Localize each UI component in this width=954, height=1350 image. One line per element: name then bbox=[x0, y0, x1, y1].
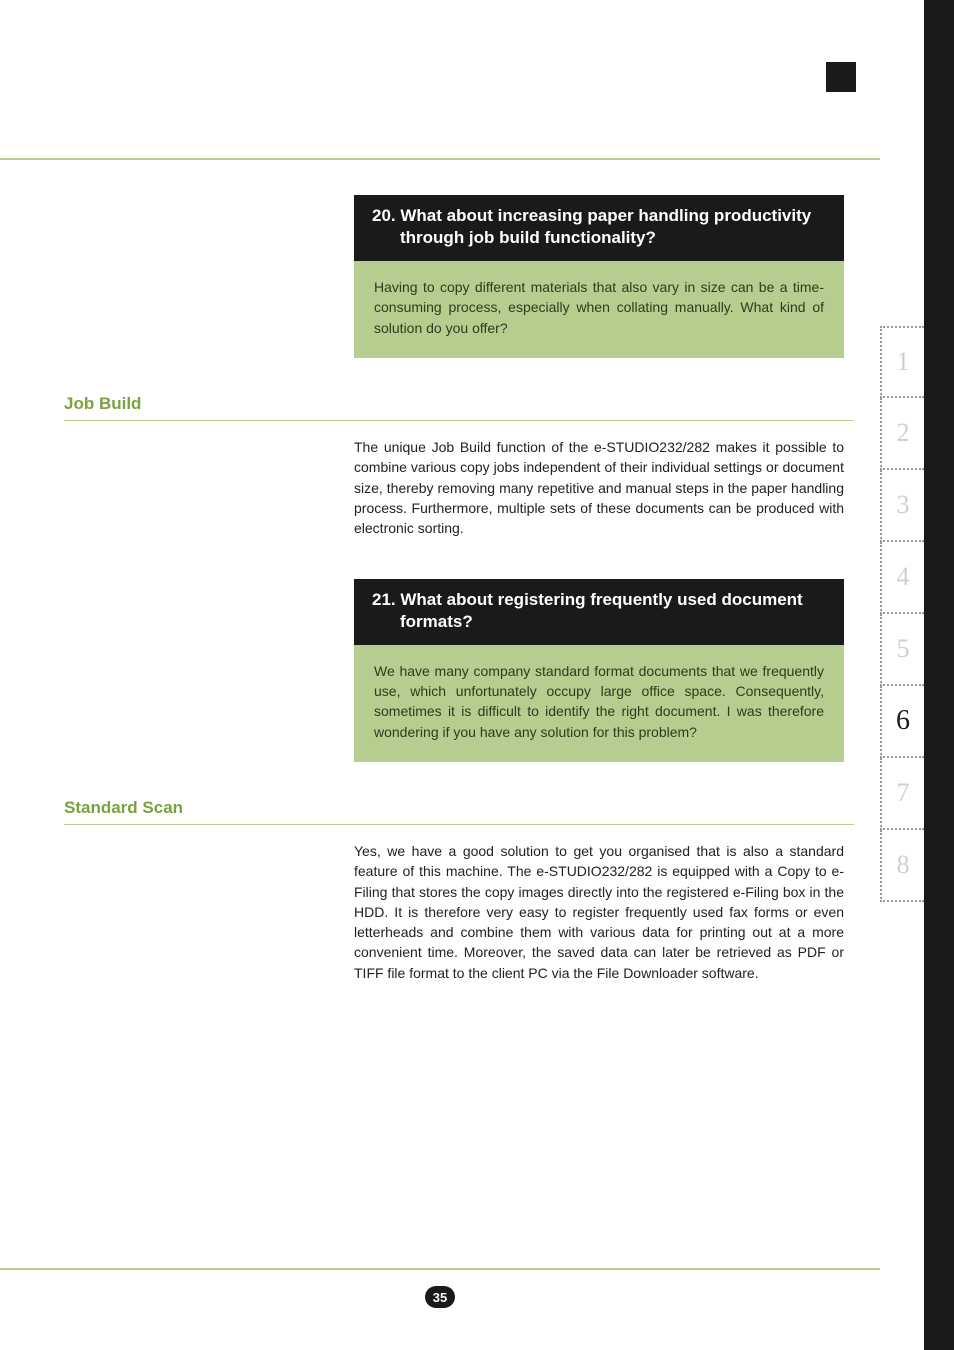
page-number-badge: 35 bbox=[425, 1286, 455, 1308]
tab-column: 1 2 3 4 5 6 7 8 bbox=[880, 326, 924, 902]
chapter-tab-6[interactable]: 6 bbox=[880, 686, 924, 758]
document-page: 20. What about increasing paper handling… bbox=[0, 0, 880, 1350]
main-content: 20. What about increasing paper handling… bbox=[64, 195, 854, 1023]
spine-bar bbox=[924, 0, 954, 1350]
question-20-title-line1: 20. What about increasing paper handling… bbox=[372, 206, 811, 225]
answer-21: Yes, we have a good solution to get you … bbox=[354, 841, 844, 983]
corner-marker bbox=[826, 62, 856, 92]
bottom-divider bbox=[0, 1268, 880, 1270]
question-21-title-line1: 21. What about registering frequently us… bbox=[372, 590, 803, 609]
chapter-tabs: 1 2 3 4 5 6 7 8 bbox=[880, 0, 954, 1350]
top-divider bbox=[0, 158, 880, 160]
question-20-body: Having to copy different materials that … bbox=[354, 261, 844, 358]
chapter-tab-8[interactable]: 8 bbox=[880, 830, 924, 902]
question-20: 20. What about increasing paper handling… bbox=[354, 195, 844, 358]
rule-2 bbox=[64, 824, 854, 825]
question-20-title: 20. What about increasing paper handling… bbox=[354, 195, 844, 261]
section-label-standard-scan: Standard Scan bbox=[64, 798, 854, 818]
question-21: 21. What about registering frequently us… bbox=[354, 579, 844, 762]
rule-1 bbox=[64, 420, 854, 421]
chapter-tab-1[interactable]: 1 bbox=[880, 326, 924, 398]
chapter-tab-3[interactable]: 3 bbox=[880, 470, 924, 542]
chapter-tab-7[interactable]: 7 bbox=[880, 758, 924, 830]
question-21-title: 21. What about registering frequently us… bbox=[354, 579, 844, 645]
chapter-tab-5[interactable]: 5 bbox=[880, 614, 924, 686]
question-21-title-line2: formats? bbox=[372, 611, 826, 633]
question-20-title-line2: through job build functionality? bbox=[372, 227, 826, 249]
section-label-job-build: Job Build bbox=[64, 394, 854, 414]
chapter-tab-4[interactable]: 4 bbox=[880, 542, 924, 614]
answer-20: The unique Job Build function of the e-S… bbox=[354, 437, 844, 538]
chapter-tab-2[interactable]: 2 bbox=[880, 398, 924, 470]
question-21-body: We have many company standard format doc… bbox=[354, 645, 844, 762]
